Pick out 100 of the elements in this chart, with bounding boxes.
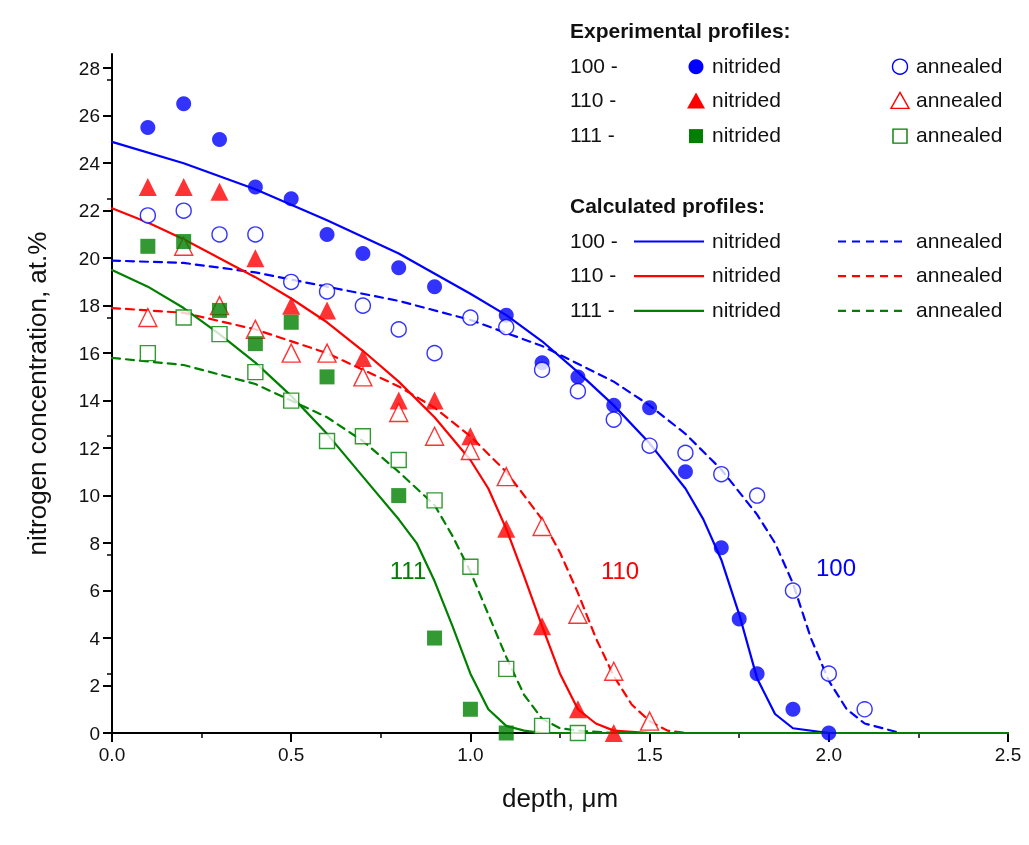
- point: [390, 451, 407, 469]
- point: [427, 279, 443, 295]
- text: Experimental profiles:: [570, 19, 791, 42]
- y-tick-label: 10: [78, 485, 100, 507]
- point: [496, 466, 516, 487]
- point: [426, 492, 443, 509]
- point: [498, 660, 515, 678]
- point: [319, 369, 335, 385]
- legend-label: nitrided: [712, 228, 781, 252]
- x-tick-label: 0.0: [98, 744, 126, 765]
- point: [713, 540, 729, 556]
- point: [389, 402, 409, 423]
- point: [425, 391, 444, 410]
- x-tick-label: 2.5: [994, 744, 1022, 765]
- point: [174, 177, 193, 196]
- point: [497, 519, 516, 538]
- point: [606, 397, 622, 413]
- y-tick-label: 24: [78, 152, 101, 174]
- point: [283, 314, 299, 330]
- point: [748, 487, 766, 504]
- legend-label: nitrided: [712, 263, 781, 287]
- point: [353, 348, 372, 367]
- point: [639, 711, 660, 731]
- legend-label: annealed: [916, 228, 1003, 252]
- point: [247, 336, 263, 352]
- point: [424, 426, 445, 446]
- y-tick-label: 20: [78, 247, 100, 269]
- annotation: 110 -: [570, 88, 617, 112]
- point: [820, 665, 837, 682]
- point: [283, 392, 300, 409]
- legend-label: annealed: [916, 263, 1003, 287]
- y-tick-label: 2: [89, 675, 100, 697]
- x-tick-label: 1.5: [636, 744, 663, 765]
- x-axis-title: depth, μm: [501, 783, 619, 813]
- point: [461, 427, 480, 446]
- y-tick-label: 22: [78, 200, 100, 222]
- point: [354, 428, 372, 445]
- point: [140, 120, 156, 136]
- y-tick-label: 18: [78, 295, 100, 317]
- point: [139, 344, 157, 362]
- x-tick-label: 1.0: [457, 744, 484, 765]
- point: [211, 226, 228, 243]
- point: [176, 96, 192, 112]
- point: [569, 724, 587, 742]
- point: [533, 617, 552, 636]
- point: [856, 701, 873, 718]
- point: [426, 344, 443, 362]
- annotation: 110 -: [570, 263, 617, 287]
- point: [821, 725, 837, 741]
- point: [282, 296, 301, 315]
- x-tick-label: 0.5: [277, 744, 305, 765]
- point: [140, 238, 156, 254]
- point: [731, 611, 747, 627]
- y-tick-label: 28: [78, 57, 100, 79]
- y-tick-label: 4: [89, 627, 101, 649]
- point: [355, 245, 371, 261]
- legend-label: annealed: [916, 88, 1003, 112]
- annotation: 111 -: [570, 123, 615, 147]
- y-tick-label: 14: [78, 390, 101, 412]
- y-tick-label: 0: [89, 722, 100, 744]
- point: [353, 367, 373, 387]
- point: [354, 297, 372, 314]
- point: [677, 464, 693, 480]
- legend-label: annealed: [916, 297, 1003, 321]
- point: [568, 604, 588, 624]
- point: [749, 666, 765, 682]
- point: [677, 444, 694, 462]
- point: [462, 701, 478, 717]
- annotation: 111 -: [570, 297, 615, 321]
- annotation: 100 -: [570, 53, 618, 77]
- point: [138, 177, 157, 196]
- point: [391, 488, 407, 504]
- point: [317, 343, 337, 363]
- point: [785, 701, 801, 717]
- point: [212, 131, 228, 147]
- point: [281, 343, 301, 363]
- legend-label: nitrided: [712, 88, 781, 112]
- y-tick-label: 16: [78, 342, 100, 364]
- point: [391, 260, 407, 276]
- point: [283, 191, 299, 207]
- legend-label: annealed: [916, 53, 1003, 77]
- y-tick-label: 12: [78, 437, 100, 459]
- legend-label: nitrided: [712, 53, 781, 77]
- annotation: Calculated profiles:: [570, 193, 765, 217]
- y-tick-label: 8: [89, 532, 100, 554]
- y-axis-title: nitrogen concentration, at.%: [22, 231, 52, 556]
- point: [462, 309, 479, 326]
- point: [247, 226, 264, 243]
- point: [533, 361, 551, 378]
- point: [318, 432, 336, 450]
- point: [460, 440, 481, 461]
- point: [533, 717, 551, 735]
- point: [641, 437, 658, 454]
- point: [713, 466, 730, 483]
- point: [570, 369, 586, 385]
- point: [568, 700, 587, 719]
- point: [569, 382, 587, 400]
- annotation: 100 -: [570, 228, 618, 252]
- point: [210, 182, 229, 201]
- x-tick-label: 2.0: [815, 744, 843, 765]
